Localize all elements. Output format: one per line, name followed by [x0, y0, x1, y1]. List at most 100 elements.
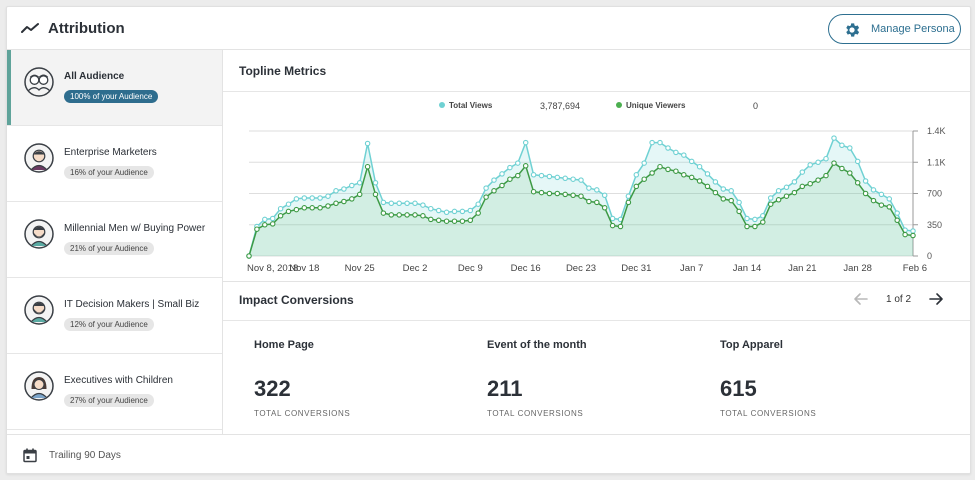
data-point [633, 183, 640, 190]
data-point [847, 145, 853, 151]
x-tick-label: Dec 16 [511, 263, 541, 274]
data-point [420, 202, 426, 208]
data-point [688, 174, 695, 181]
data-point [744, 215, 750, 222]
data-point [720, 186, 727, 192]
conversion-card-top-apparel[interactable]: Top Apparel 615 TOTAL CONVERSIONS [720, 339, 940, 418]
data-point [388, 212, 395, 218]
data-point [625, 193, 632, 199]
audience-share-badge: 16% of your Audience [64, 166, 154, 179]
data-point [586, 185, 592, 191]
audience-share-badge: 27% of your Audience [64, 394, 154, 407]
audience-item[interactable]: Enterprise Marketers 16% of your Audience [7, 126, 222, 202]
data-point [744, 223, 750, 230]
data-point [428, 205, 434, 212]
data-point [728, 188, 734, 194]
data-point [530, 172, 537, 178]
trend-line-icon [21, 23, 39, 33]
data-point [657, 163, 663, 170]
data-point [364, 140, 371, 147]
x-tick-label: Nov 25 [345, 263, 375, 274]
data-point [254, 226, 260, 232]
data-point [317, 195, 323, 201]
pager-status: 1 of 2 [886, 294, 912, 305]
data-point [847, 170, 853, 176]
legend-dot-unique-viewers [616, 101, 622, 108]
data-point [499, 182, 505, 189]
data-point [483, 194, 489, 200]
audience-item[interactable]: Executives with Children 27% of your Audi… [7, 354, 222, 430]
data-point [720, 196, 727, 202]
data-point [760, 219, 766, 225]
data-point [293, 196, 300, 202]
data-point [246, 253, 252, 259]
series-area-unique-viewers [249, 163, 913, 256]
conversion-card-event-of-the-month[interactable]: Event of the month 211 TOTAL CONVERSIONS [487, 339, 707, 418]
audience-avatar-icon [24, 67, 54, 97]
pager-next-arrow-icon[interactable] [928, 291, 944, 307]
data-point [483, 185, 489, 191]
data-point [736, 208, 742, 215]
data-point [641, 176, 647, 182]
data-point [475, 201, 481, 207]
data-point [507, 164, 513, 171]
audience-name: Enterprise Marketers [64, 147, 157, 158]
data-point [356, 180, 363, 186]
audience-share-badge: 100% of your Audience [64, 90, 159, 103]
data-point [767, 195, 774, 201]
data-point [507, 176, 513, 182]
x-tick-label: Jan 14 [733, 263, 762, 274]
data-point [522, 139, 529, 146]
data-point [499, 171, 505, 177]
conversion-label: TOTAL CONVERSIONS [720, 409, 817, 418]
data-point [894, 210, 900, 216]
data-point [380, 199, 387, 206]
data-point [910, 232, 916, 239]
audience-item[interactable]: IT Decision Makers | Small Biz 12% of you… [7, 278, 222, 354]
legend-unique-viewers[interactable]: Unique Viewers [616, 101, 685, 110]
conversion-title: Top Apparel [720, 339, 783, 351]
audience-item[interactable]: All Audience 100% of your Audience [7, 50, 222, 126]
data-point [396, 212, 402, 218]
data-point [791, 179, 798, 185]
y-tick-label: 1.1K [927, 157, 946, 167]
data-point [325, 203, 331, 209]
data-point [515, 172, 521, 179]
page-title: Attribution [48, 20, 125, 37]
attribution-card: Attribution Manage Persona All Audience 1… [6, 6, 971, 474]
data-point [815, 159, 821, 166]
legend-total-views[interactable]: Total Views [439, 101, 492, 110]
data-point [728, 197, 734, 204]
data-point [641, 160, 647, 166]
data-point [894, 217, 900, 224]
data-point [783, 184, 790, 191]
audience-name: Millennial Men w/ Buying Power [64, 223, 206, 234]
data-point [665, 166, 671, 173]
audience-share-badge: 12% of your Audience [64, 318, 154, 331]
conversion-card-home-page[interactable]: Home Page 322 TOTAL CONVERSIONS [254, 339, 474, 418]
data-point [562, 191, 568, 198]
data-point [601, 205, 608, 211]
audience-avatar-icon [24, 143, 54, 173]
data-point [285, 208, 292, 215]
data-point [712, 179, 719, 185]
audience-item[interactable]: Millennial Men w/ Buying Power 21% of you… [7, 202, 222, 278]
card-header: Attribution Manage Persona [7, 7, 970, 50]
data-point [752, 216, 758, 223]
divider [223, 281, 970, 282]
audience-avatar-icon [24, 295, 54, 325]
data-point [578, 177, 584, 183]
data-point [704, 171, 711, 177]
manage-persona-button[interactable]: Manage Persona [828, 14, 961, 44]
data-point [285, 201, 292, 207]
pager-prev-arrow-icon[interactable] [853, 291, 869, 307]
data-point [681, 152, 687, 158]
x-tick-label: Jan 7 [680, 263, 703, 274]
calendar-icon [23, 448, 37, 463]
data-point [459, 208, 466, 215]
data-point [554, 190, 561, 197]
data-point [752, 223, 758, 230]
x-tick-label: Dec 31 [621, 263, 651, 274]
divider [223, 320, 970, 321]
data-point [570, 192, 576, 199]
